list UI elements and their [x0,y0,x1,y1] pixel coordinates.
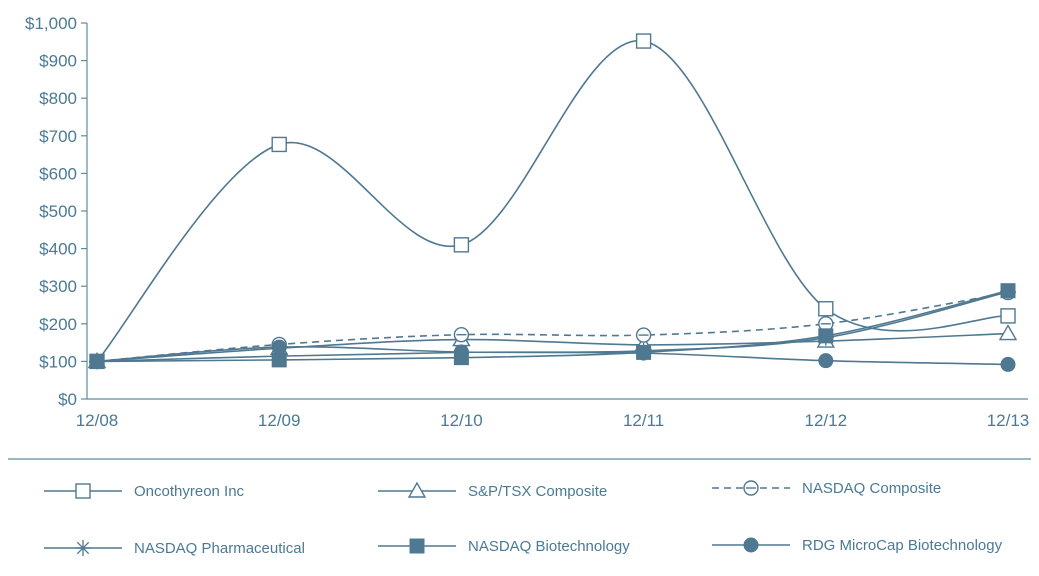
data-point [998,324,1018,341]
x-tick-label: 12/12 [805,411,848,430]
series-5-markers [89,339,1016,372]
data-point [453,237,470,253]
x-axis-ticks: 12/08 12/09 12/10 12/11 12/12 12/13 [76,411,1030,430]
data-point [271,339,287,355]
data-point [818,328,834,344]
legend-marker [75,540,91,556]
data-point [271,136,287,153]
data-point [1000,356,1016,372]
data-point [635,33,652,49]
legend-item: S&P/TSX Composite [378,481,607,500]
legend-label: NASDAQ Biotechnology [468,538,630,555]
legend-marker [407,481,427,498]
y-tick-label: $400 [39,240,77,259]
series-2-line [96,291,1009,363]
data-point [271,352,287,368]
y-tick-label: $800 [39,89,77,108]
data-point [818,353,834,369]
y-tick-label: $900 [39,52,77,71]
series-0-markers [89,33,1016,370]
data-point [1000,308,1016,324]
series-5-line [96,346,1009,366]
data-point [453,327,470,343]
legend-label: S&P/TSX Composite [468,483,607,500]
x-tick-label: 12/13 [987,411,1030,430]
y-tick-label: $200 [39,315,77,334]
y-axis-ticks: $0 $100 $200 $300 $400 $500 $600 $700 $800 $900 $1… [25,14,87,409]
legend-item: NASDAQ Biotechnology [378,538,630,555]
data-point [1000,283,1016,299]
series-1-line [96,332,1009,363]
x-tick-label: 12/09 [258,411,301,430]
y-tick-label: $600 [39,164,77,183]
legend-marker [743,480,759,496]
y-tick-label: $1,000 [25,14,77,33]
legend-item: RDG MicroCap Biotechnology [712,537,1003,554]
x-tick-label: 12/08 [76,411,119,430]
y-tick-label: $100 [39,352,77,371]
data-point [818,301,834,317]
legend-label: RDG MicroCap Biotechnology [802,537,1003,554]
data-point [89,353,105,369]
data-point [635,327,652,343]
series-0-line [96,40,1009,362]
legend-marker [743,537,759,553]
series-markers [87,33,1018,372]
axes [8,23,1031,460]
legend-marker [409,538,425,554]
series-lines [96,40,1009,366]
legend-marker [75,483,91,499]
legend-item: NASDAQ Pharmaceutical [44,540,305,557]
y-tick-label: $700 [39,127,77,146]
y-tick-label: $300 [39,277,77,296]
data-point [453,344,469,360]
legend: Oncothyreon Inc S&P/TSX Composite NASDAQ C… [44,480,1003,557]
legend-item: NASDAQ Composite [712,480,941,497]
x-tick-label: 12/10 [440,411,483,430]
legend-label: NASDAQ Composite [802,480,941,497]
data-point [636,345,652,361]
legend-label: Oncothyreon Inc [134,483,245,500]
legend-label: NASDAQ Pharmaceutical [134,540,305,557]
y-tick-label: $500 [39,202,77,221]
x-tick-label: 12/11 [623,411,664,430]
y-tick-label: $0 [58,390,77,409]
series-4-line [96,289,1009,363]
legend-item: Oncothyreon Inc [44,483,245,500]
